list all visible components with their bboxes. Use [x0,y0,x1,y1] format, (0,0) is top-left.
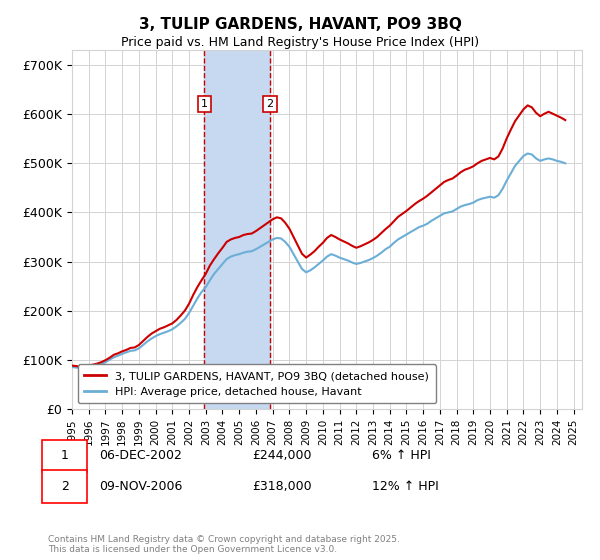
Text: £244,000: £244,000 [252,449,311,463]
Bar [205,50,270,409]
Text: 09-NOV-2006: 09-NOV-2006 [99,480,182,493]
Text: 06-DEC-2002: 06-DEC-2002 [99,449,182,463]
Text: 2: 2 [61,480,69,493]
Text: 3, TULIP GARDENS, HAVANT, PO9 3BQ: 3, TULIP GARDENS, HAVANT, PO9 3BQ [139,17,461,32]
Legend: 3, TULIP GARDENS, HAVANT, PO9 3BQ (detached house), HPI: Average price, detached: 3, TULIP GARDENS, HAVANT, PO9 3BQ (detac… [77,365,436,403]
Text: 12% ↑ HPI: 12% ↑ HPI [372,480,439,493]
Text: Price paid vs. HM Land Registry's House Price Index (HPI): Price paid vs. HM Land Registry's House … [121,36,479,49]
Text: 6% ↑ HPI: 6% ↑ HPI [372,449,431,463]
Text: Contains HM Land Registry data © Crown copyright and database right 2025.
This d: Contains HM Land Registry data © Crown c… [48,535,400,554]
Text: 2: 2 [266,99,274,109]
Text: 1: 1 [61,449,69,463]
Text: £318,000: £318,000 [252,480,311,493]
Text: 1: 1 [201,99,208,109]
